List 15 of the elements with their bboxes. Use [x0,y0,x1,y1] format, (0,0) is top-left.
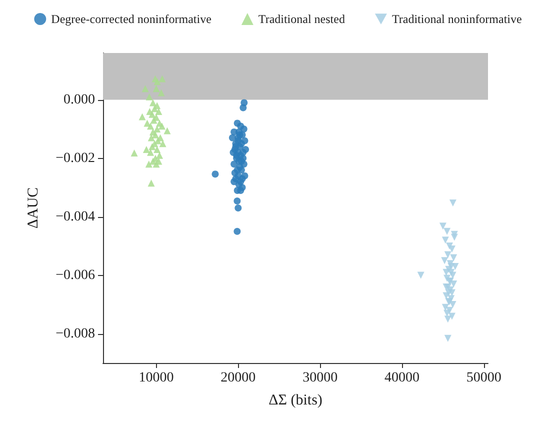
y-tick-label: −0.008 [56,326,95,342]
x-axis-title: ΔΣ (bits) [268,392,322,408]
x-tick-label: 40000 [384,370,420,386]
y-tick-label: −0.002 [56,150,95,166]
legend-label: Traditional noninformative [392,12,522,26]
legend-label: Degree-corrected noninformative [51,12,212,26]
x-tick-label: 10000 [138,370,174,386]
y-tick-label: −0.006 [56,268,95,283]
legend-label: Traditional nested [258,12,345,26]
x-tick-label: 30000 [302,370,338,386]
x-tick-label: 20000 [220,370,256,386]
x-tick-label: 50000 [466,370,502,386]
y-tick-label: 0.000 [64,92,95,108]
y-tick-label: −0.004 [56,209,95,224]
y-axis-title: ΔAUC [26,187,42,229]
